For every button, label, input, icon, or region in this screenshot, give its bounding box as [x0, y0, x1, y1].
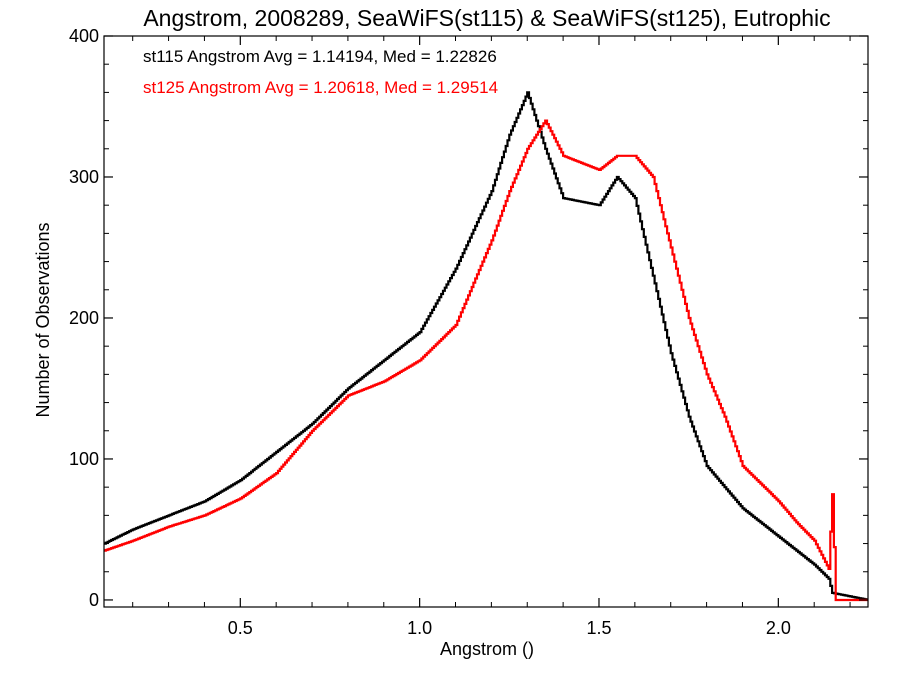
y-tick-label: 100	[69, 449, 99, 469]
y-tick-label: 400	[69, 26, 99, 46]
tick-layer: 0.5 1.0 1.5 2.0 0 100 200 300 400	[69, 26, 868, 638]
series-st115-line	[104, 91, 868, 601]
chart-title: Angstrom, 2008289, SeaWiFS(st115) & SeaW…	[143, 5, 830, 31]
x-tick-label: 0.5	[228, 618, 253, 638]
x-tick-label: 2.0	[766, 618, 791, 638]
legend-st115: st115 Angstrom Avg = 1.14194, Med = 1.22…	[143, 47, 497, 66]
series-st125-line	[104, 119, 868, 602]
y-tick-label: 200	[69, 308, 99, 328]
y-tick-label: 300	[69, 167, 99, 187]
legend-st125: st125 Angstrom Avg = 1.20618, Med = 1.29…	[143, 78, 498, 97]
x-axis-label: Angstrom ()	[440, 639, 534, 659]
x-tick-label: 1.0	[407, 618, 432, 638]
y-axis-label: Number of Observations	[33, 222, 53, 417]
y-tick-label: 0	[89, 590, 99, 610]
plot-frame	[103, 35, 869, 608]
series-layer	[104, 91, 868, 602]
x-tick-label: 1.5	[586, 618, 611, 638]
